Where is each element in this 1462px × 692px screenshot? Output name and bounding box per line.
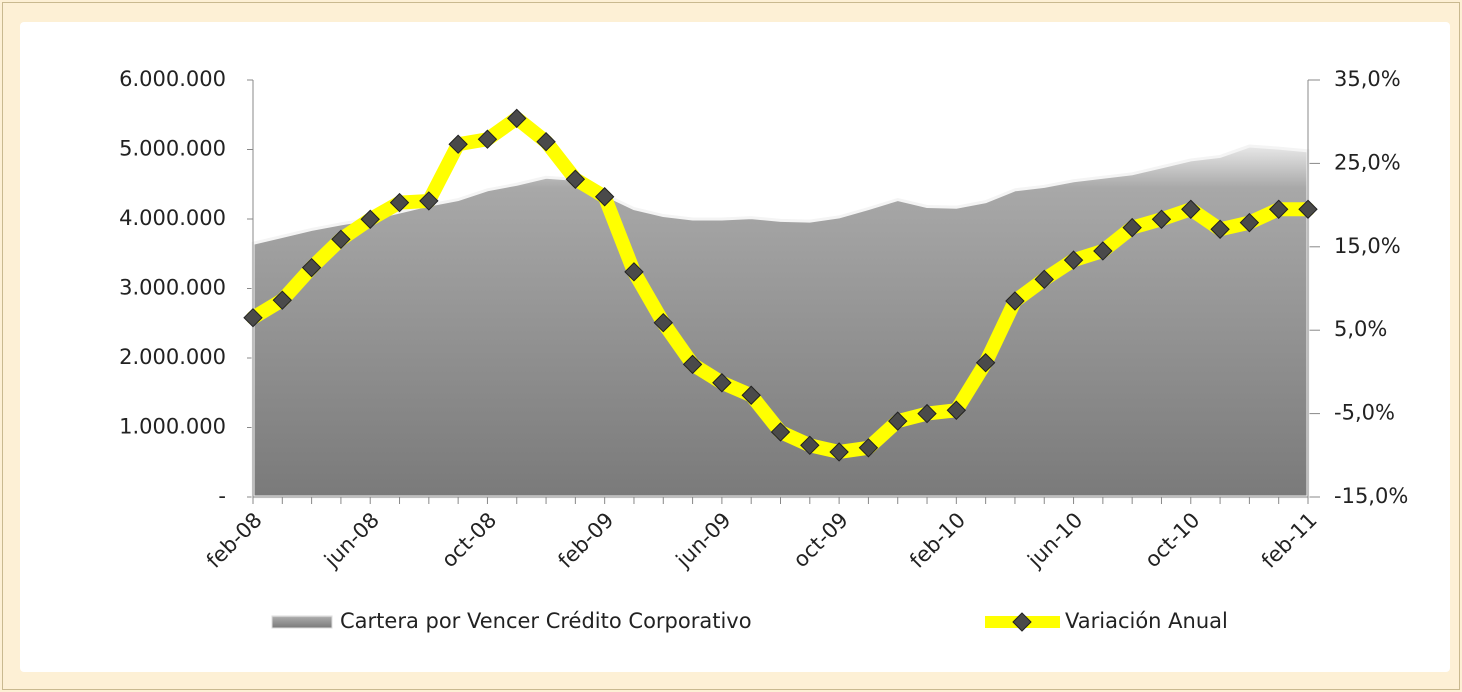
area [251, 144, 1310, 499]
marker [360, 209, 380, 229]
y2-tick-label: 15,0% [1334, 234, 1401, 258]
legend-label: Cartera por Vencer Crédito Corporativo [340, 609, 752, 633]
marker [712, 373, 732, 393]
marker [1268, 199, 1289, 219]
x-tick-label: oct-09 [789, 508, 853, 572]
marker [448, 134, 468, 154]
marker [1005, 291, 1025, 311]
marker [946, 400, 967, 420]
marker [1181, 199, 1201, 219]
marker [477, 129, 498, 149]
x-tick-label: feb-10 [905, 508, 970, 573]
marker [770, 422, 791, 442]
y2-tick-label: 35,0% [1334, 67, 1401, 91]
x-tick-label: feb-08 [202, 508, 267, 573]
y-tick-label: 6.000.000 [119, 67, 226, 91]
marker [331, 229, 351, 250]
marker [653, 312, 673, 333]
marker [858, 438, 879, 458]
marker [917, 403, 937, 424]
marker [1034, 269, 1054, 290]
y-tick-label: 3.000.000 [119, 276, 226, 300]
x-tick-label: oct-08 [437, 508, 501, 572]
marker [594, 187, 615, 207]
y2-tick-label: 5,0% [1334, 317, 1387, 341]
marker [975, 353, 996, 373]
legend-marker [1012, 612, 1032, 632]
marker [1298, 199, 1318, 219]
marker [682, 354, 703, 375]
x-tick-label: feb-11 [1257, 508, 1322, 573]
y2-tick-label: -5,0% [1334, 401, 1395, 425]
y-tick-label: 1.000.000 [119, 415, 226, 439]
marker [888, 411, 908, 431]
marker [1093, 241, 1113, 261]
legend-swatch [271, 615, 333, 629]
marker [301, 257, 322, 278]
x-tick-label: feb-09 [553, 508, 618, 573]
marker [565, 169, 586, 189]
marker [1151, 209, 1172, 229]
marker [389, 192, 410, 213]
marker [272, 290, 293, 310]
marker [507, 108, 527, 129]
marker [1210, 219, 1230, 239]
marker [243, 307, 263, 328]
marker [419, 191, 439, 211]
y-tick-label: 2.000.000 [119, 345, 226, 369]
x-tick-label: jun-09 [671, 508, 736, 573]
marker [829, 442, 849, 462]
x-tick-label: jun-08 [319, 508, 384, 573]
x-tick-label: jun-10 [1022, 508, 1087, 573]
marker [536, 132, 556, 152]
y2-tick-label: 25,0% [1334, 150, 1401, 174]
y-tick-label: 4.000.000 [119, 206, 226, 230]
marker [800, 435, 820, 455]
legend-label: Variación Anual [1065, 609, 1228, 633]
marker [624, 262, 644, 282]
marker [1239, 212, 1260, 233]
y-tick-label: 5.000.000 [119, 137, 226, 161]
marker [741, 385, 761, 405]
y2-tick-label: -15,0% [1334, 484, 1408, 508]
marker [1063, 250, 1084, 270]
marker [1122, 217, 1142, 238]
x-tick-label: oct-10 [1140, 508, 1204, 572]
y-tick-label: - [218, 484, 226, 508]
